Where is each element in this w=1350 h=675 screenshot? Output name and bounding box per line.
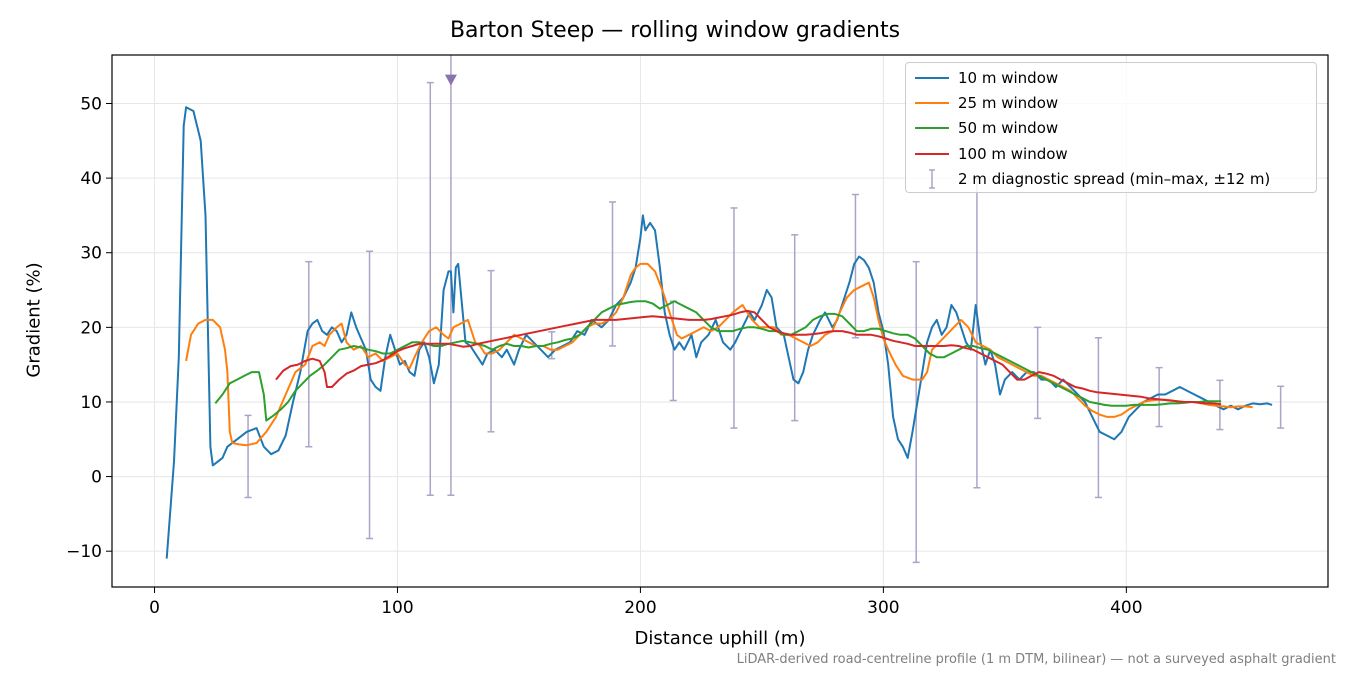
x-tick-label: 100 (381, 598, 413, 618)
series-line-3 (275, 309, 1222, 406)
y-tick-label: 30 (80, 244, 102, 264)
legend-swatch-100m (915, 153, 949, 155)
y-tick-label: 10 (80, 393, 102, 413)
series-line-2 (214, 300, 1222, 422)
clipped-marker (444, 74, 457, 86)
legend-label-spread: 2 m diagnostic spread (min–max, ±12 m) (958, 170, 1271, 188)
legend-swatch-spread (929, 169, 935, 189)
y-tick-label: 50 (80, 94, 102, 114)
x-tick-label: 0 (149, 598, 160, 618)
legend-label-25m: 25 m window (958, 94, 1059, 112)
x-tick-label: 300 (867, 598, 899, 618)
legend-swatch-25m (915, 102, 949, 104)
y-tick-label: 40 (80, 169, 102, 189)
x-axis-label: Distance uphill (m) (634, 628, 806, 649)
x-tick-label: 200 (624, 598, 656, 618)
series-line-0 (165, 106, 1273, 559)
legend-label-10m: 10 m window (958, 69, 1059, 87)
legend-swatch-10m (915, 77, 949, 79)
legend: 10 m window 25 m window 50 m window 100 … (905, 62, 1317, 193)
series-lines (165, 106, 1273, 559)
plot-frame (111, 54, 1329, 588)
y-axis-label: Gradient (%) (23, 262, 45, 378)
footnote: LiDAR-derived road-centreline profile (1… (736, 652, 1336, 667)
x-axis-ticks: 0 100 200 300 400 (149, 587, 1143, 618)
legend-swatch-50m (915, 127, 949, 129)
chart-title: Barton Steep — rolling window gradients (449, 18, 901, 43)
x-tick-label: 400 (1110, 598, 1142, 618)
y-tick-label: 20 (80, 318, 102, 338)
grid-lines (112, 55, 1328, 587)
y-tick-label: −10 (66, 542, 102, 562)
y-axis-ticks: −10 0 10 20 30 40 50 (66, 94, 112, 562)
y-tick-label: 0 (91, 468, 102, 488)
legend-label-50m: 50 m window (958, 119, 1059, 137)
legend-label-100m: 100 m window (958, 145, 1068, 163)
